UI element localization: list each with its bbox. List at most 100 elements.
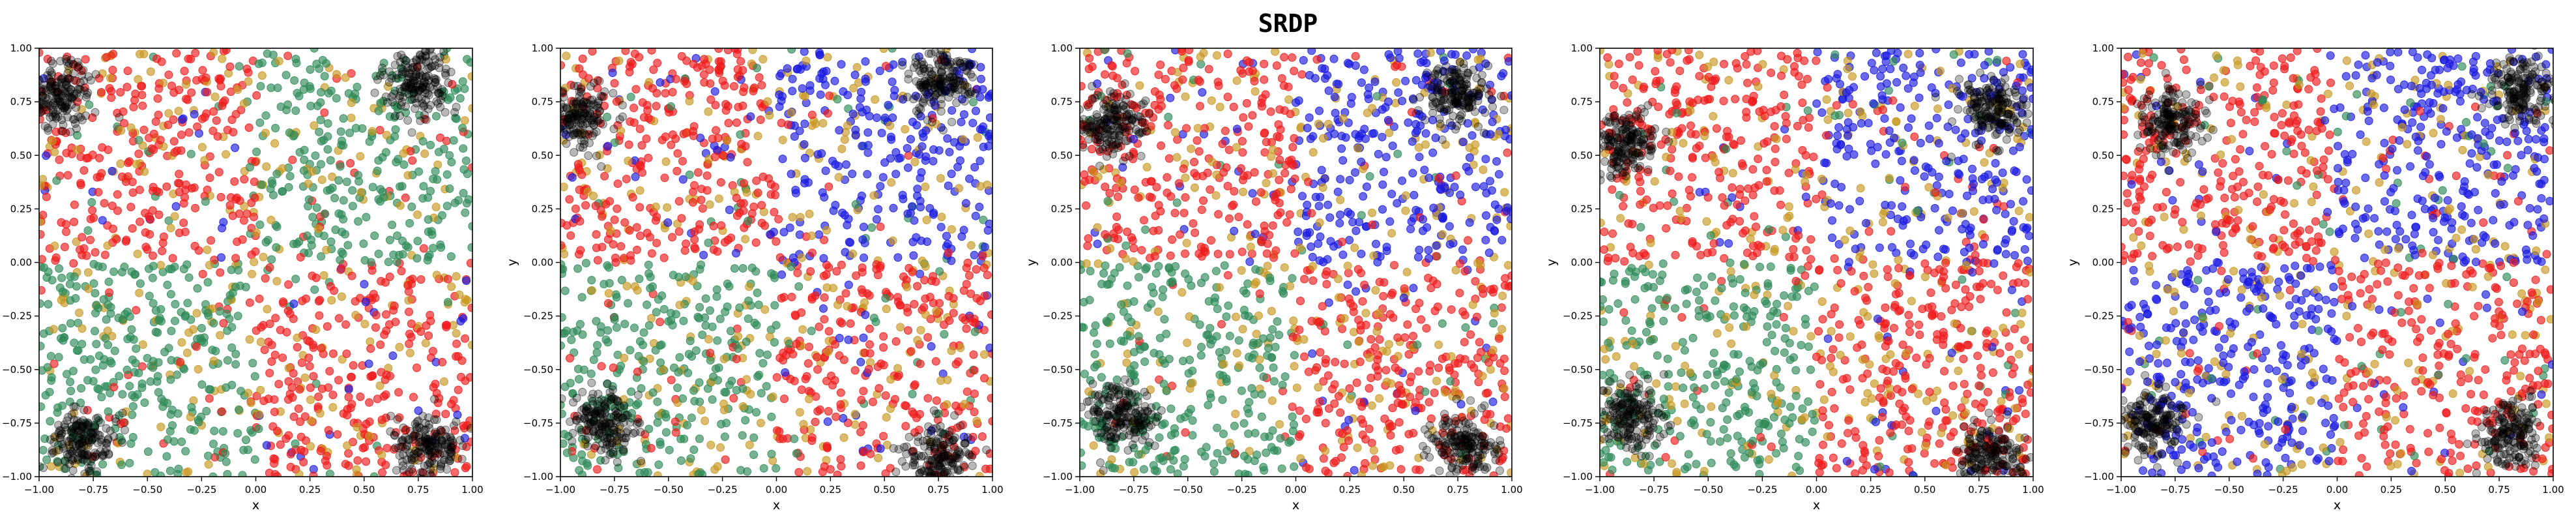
scatter-point bbox=[888, 113, 897, 122]
scatter-point bbox=[710, 153, 719, 162]
scatter-point bbox=[262, 162, 271, 171]
scatter-point bbox=[246, 398, 255, 408]
scatter-point bbox=[592, 151, 601, 160]
scatter-point bbox=[746, 112, 755, 121]
scatter-point bbox=[57, 74, 66, 83]
scatter-point bbox=[82, 90, 91, 99]
scatter-point bbox=[957, 117, 966, 127]
scatter-point bbox=[94, 261, 103, 271]
scatter-point bbox=[62, 426, 71, 435]
scatter-point bbox=[70, 200, 79, 209]
scatter-point bbox=[575, 375, 583, 383]
scatter-point bbox=[304, 179, 313, 188]
x-tick-label: 0.25 bbox=[820, 484, 841, 496]
scatter-point bbox=[890, 394, 899, 404]
scatter-point bbox=[72, 421, 81, 430]
scatter-point bbox=[409, 85, 418, 93]
scatter-point bbox=[882, 440, 891, 449]
x-tick-label: −0.50 bbox=[654, 484, 684, 496]
scatter-point bbox=[342, 177, 351, 186]
scatter-point bbox=[736, 57, 745, 66]
scatter-point bbox=[353, 456, 362, 465]
scatter-point bbox=[200, 156, 209, 165]
y-tick-label: −0.75 bbox=[523, 417, 553, 429]
scatter-point bbox=[60, 333, 69, 342]
scatter-point bbox=[833, 470, 842, 477]
scatter-point bbox=[815, 322, 824, 331]
scatter-point bbox=[790, 132, 799, 141]
scatter-point bbox=[819, 304, 828, 313]
scatter-point bbox=[931, 90, 940, 99]
scatter-point bbox=[943, 376, 952, 385]
scatter-point bbox=[770, 271, 779, 280]
scatter-point bbox=[67, 410, 76, 419]
scatter-point bbox=[643, 300, 652, 309]
scatter-point bbox=[983, 271, 992, 280]
scatter-point bbox=[381, 460, 390, 469]
scatter-point bbox=[729, 394, 738, 403]
scatter-point bbox=[324, 89, 333, 98]
scatter-point bbox=[955, 477, 962, 485]
scatter-point bbox=[89, 428, 98, 438]
scatter-point bbox=[636, 337, 644, 346]
scatter-point bbox=[567, 335, 576, 344]
scatter-point bbox=[377, 415, 386, 424]
scatter-point bbox=[231, 143, 240, 153]
scatter-point bbox=[51, 256, 60, 265]
scatter-point bbox=[442, 442, 452, 451]
scatter-point bbox=[328, 349, 338, 358]
scatter-point bbox=[1234, 336, 1243, 345]
x-tick-label: 0.00 bbox=[766, 484, 787, 496]
scatter-point bbox=[431, 75, 440, 84]
scatter-point bbox=[166, 290, 175, 299]
scatter-point bbox=[418, 411, 427, 421]
scatter-point bbox=[414, 87, 423, 96]
scatter-point bbox=[921, 156, 930, 165]
scatter-point bbox=[581, 201, 590, 210]
scatter-point bbox=[579, 404, 588, 413]
scatter-point bbox=[388, 351, 398, 360]
scatter-point bbox=[882, 61, 890, 70]
scatter-point bbox=[577, 450, 586, 459]
scatter-point bbox=[167, 82, 176, 91]
scatter-point bbox=[51, 110, 60, 119]
scatter-point bbox=[950, 483, 958, 491]
scatter-point bbox=[76, 418, 85, 427]
scatter-point bbox=[1237, 247, 1247, 256]
scatter-point bbox=[944, 93, 953, 102]
scatter-point bbox=[871, 318, 880, 327]
scatter-point bbox=[977, 432, 987, 441]
scatter-point bbox=[689, 59, 698, 68]
scatter-point bbox=[300, 78, 309, 87]
scatter-point bbox=[191, 203, 199, 213]
scatter-point bbox=[76, 85, 85, 94]
scatter-point bbox=[397, 24, 405, 32]
scatter-point bbox=[427, 62, 436, 71]
scatter-point bbox=[373, 166, 382, 175]
scatter-point bbox=[446, 437, 454, 446]
scatter-point bbox=[769, 228, 778, 237]
scatter-point bbox=[360, 443, 369, 452]
x-tick-label: −0.75 bbox=[600, 484, 630, 496]
scatter-point bbox=[739, 199, 748, 208]
scatter-point bbox=[925, 438, 934, 447]
scatter-point bbox=[818, 188, 827, 197]
scatter-point bbox=[125, 312, 134, 321]
scatter-point bbox=[78, 430, 87, 439]
scatter-point bbox=[749, 202, 759, 211]
scatter-point bbox=[39, 299, 44, 308]
scatter-point bbox=[856, 357, 865, 366]
scatter-point bbox=[87, 198, 96, 207]
scatter-point bbox=[421, 72, 430, 82]
scatter-point bbox=[620, 254, 628, 263]
scatter-point bbox=[267, 215, 276, 224]
scatter-point bbox=[197, 323, 206, 333]
scatter-point bbox=[1260, 59, 1269, 68]
scatter-point bbox=[820, 293, 829, 302]
scatter-point bbox=[245, 163, 254, 171]
scatter-point bbox=[126, 333, 135, 342]
scatter-point bbox=[1336, 408, 1345, 417]
scatter-point bbox=[950, 411, 959, 420]
scatter-point bbox=[1321, 419, 1330, 428]
scatter-point bbox=[408, 63, 417, 72]
